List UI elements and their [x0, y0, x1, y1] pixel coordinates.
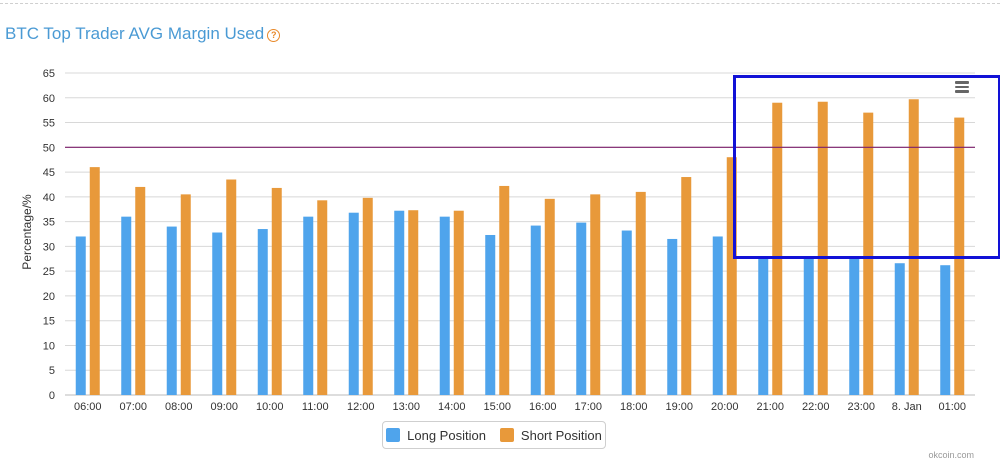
x-tick-label: 16:00	[529, 401, 557, 413]
bar-short-position	[180, 194, 191, 395]
bar-long-position	[667, 238, 678, 395]
bar-short-position	[817, 101, 828, 396]
legend-swatch-long	[386, 428, 401, 442]
bar-long-position	[166, 226, 177, 395]
legend-label-long: Long Position	[407, 427, 486, 443]
x-tick-label: 8. Jan	[892, 401, 922, 413]
bar-long-position	[212, 232, 223, 395]
hamburger-menu-icon[interactable]	[955, 79, 969, 93]
bar-long-position	[940, 265, 951, 395]
x-tick-label: 20:00	[711, 401, 739, 413]
x-tick-label: 10:00	[256, 401, 284, 413]
x-tick-label: 17:00	[574, 401, 602, 413]
y-tick-label: 55	[43, 118, 55, 130]
x-tick-label: 06:00	[74, 401, 102, 413]
bar-short-position	[681, 177, 692, 395]
bar-short-position	[499, 185, 510, 395]
bar-short-position	[635, 191, 646, 395]
y-tick-label: 65	[43, 68, 55, 80]
bar-short-position	[726, 157, 737, 395]
y-tick-label: 20	[43, 291, 55, 303]
bar-short-position	[590, 194, 601, 395]
bar-long-position	[530, 225, 541, 395]
bar-long-position	[121, 216, 132, 395]
y-tick-label: 0	[49, 390, 55, 402]
x-tick-label: 21:00	[756, 401, 784, 413]
x-tick-label: 22:00	[802, 401, 830, 413]
grid-lines	[65, 72, 975, 396]
bar-short-position	[863, 112, 874, 395]
y-tick-label: 5	[49, 365, 55, 377]
x-tick-label: 13:00	[392, 401, 420, 413]
bar-long-position	[394, 210, 405, 395]
y-tick-label: 30	[43, 241, 55, 253]
bar-long-position	[803, 256, 814, 395]
x-tick-label: 07:00	[119, 401, 147, 413]
bar-long-position	[257, 229, 268, 395]
bar-short-position	[226, 179, 237, 395]
x-tick-label: 18:00	[620, 401, 648, 413]
top-dashed-divider	[0, 3, 1000, 4]
x-tick-label: 15:00	[483, 401, 511, 413]
legend-item-long-position[interactable]: Long Position	[386, 428, 486, 443]
bar-long-position	[75, 236, 86, 395]
bar-long-position	[621, 230, 632, 395]
bar-long-position	[576, 222, 587, 395]
bar-short-position	[135, 186, 146, 395]
y-tick-label: 15	[43, 316, 55, 328]
legend-label-short: Short Position	[520, 427, 602, 443]
bar-short-position	[772, 102, 783, 395]
chart-title-container: BTC Top Trader AVG Margin Used?	[5, 24, 281, 44]
bar-long-position	[303, 216, 314, 395]
y-axis-label: Percentage/%	[20, 194, 34, 270]
x-tick-label: 08:00	[165, 401, 193, 413]
y-tick-label: 45	[43, 167, 55, 179]
bar-long-position	[849, 256, 860, 395]
y-tick-label: 40	[43, 192, 55, 204]
help-circle-icon[interactable]: ?	[267, 29, 281, 42]
x-tick-label: 14:00	[438, 401, 466, 413]
x-tick-label: 01:00	[938, 401, 966, 413]
x-tick-label: 19:00	[665, 401, 693, 413]
bar-long-position	[894, 263, 905, 395]
x-tick-label: 12:00	[347, 401, 375, 413]
bar-short-position	[362, 197, 373, 395]
y-axis-tick-labels: 0 5 10 15 20 25 30 35 40 45 50 55 60 65	[43, 68, 55, 402]
y-tick-label: 25	[43, 266, 55, 278]
credit-link[interactable]: okcoin.com	[928, 450, 974, 460]
chart-title: BTC Top Trader AVG Margin Used	[5, 24, 265, 43]
bar-long-position	[348, 212, 359, 395]
bar-long-position	[439, 216, 450, 395]
y-tick-label: 35	[43, 217, 55, 229]
y-tick-label: 60	[43, 93, 55, 105]
legend: Long Position Short Position	[382, 421, 606, 449]
bar-short-position	[453, 210, 464, 395]
bar-short-position	[544, 198, 555, 395]
y-tick-label: 50	[43, 142, 55, 154]
bar-short-position	[317, 200, 328, 395]
bar-short-position	[408, 210, 419, 395]
x-tick-label: 23:00	[847, 401, 875, 413]
bar-long-position	[758, 256, 769, 395]
bar-short-position	[954, 117, 965, 395]
bar-short-position	[89, 167, 100, 395]
y-tick-label: 10	[43, 340, 55, 352]
x-axis-tick-labels: 06:00 07:00 08:00 09:00 10:00 11:00 12:00 13:00…	[74, 401, 966, 413]
x-tick-label: 09:00	[210, 401, 238, 413]
bar-series	[75, 99, 965, 396]
bar-long-position	[485, 234, 496, 395]
legend-item-short-position[interactable]: Short Position	[499, 427, 602, 443]
bar-short-position	[271, 187, 282, 395]
legend-swatch-short	[499, 428, 514, 442]
bar-short-position	[908, 99, 919, 396]
bar-long-position	[712, 236, 723, 395]
x-tick-label: 11:00	[302, 401, 329, 413]
